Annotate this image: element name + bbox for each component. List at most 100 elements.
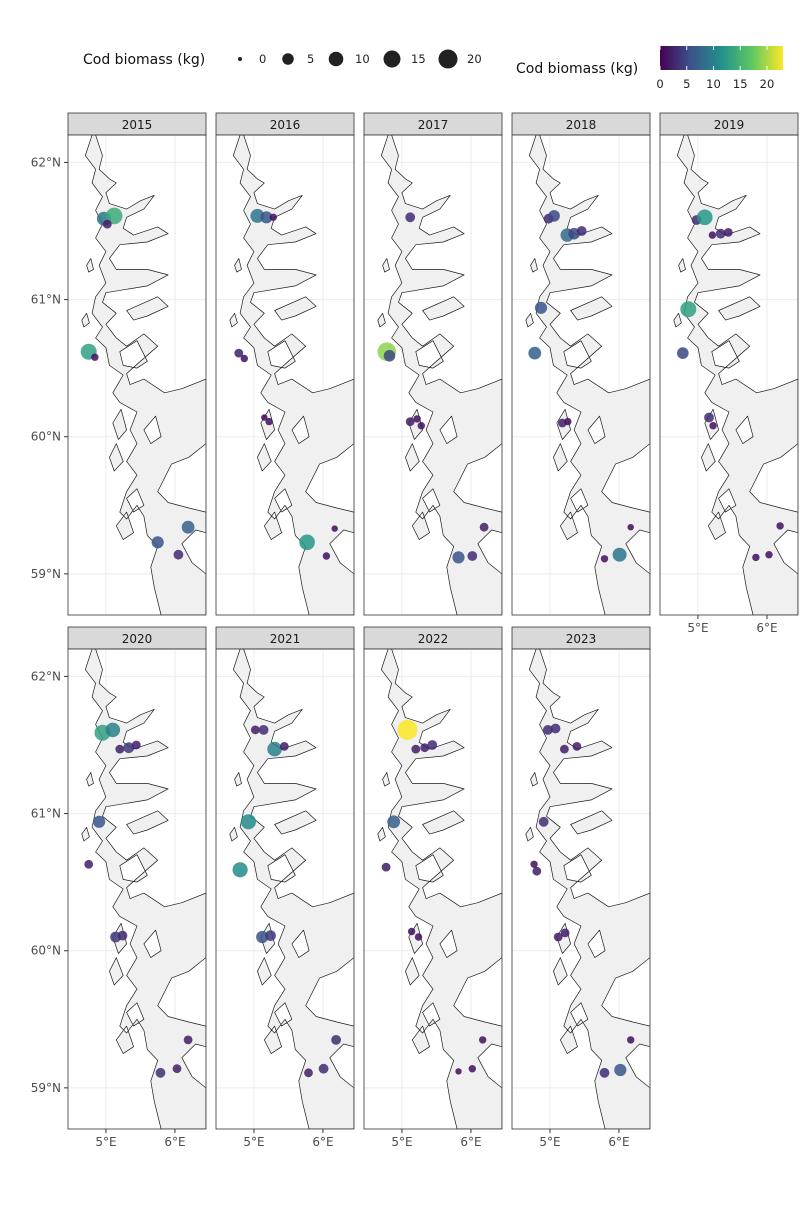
x-tick-label: 5°E [539,1135,560,1149]
biomass-point [467,551,478,561]
panel-plot-area [512,135,650,615]
color-legend-tick-label: 20 [760,77,775,91]
biomass-point [260,211,273,224]
panel-border [363,134,503,616]
x-tick-label: 5°E [687,621,708,635]
biomass-point [115,744,125,754]
biomass-point [600,555,609,563]
biomass-point [417,422,425,430]
biomass-point [420,743,430,753]
biomass-point [181,520,195,534]
y-axis-bottom-row: 62°N 61°N 60°N 59°N [31,669,68,1095]
panel-border [67,648,207,1130]
biomass-point [258,725,269,735]
biomass-point [105,207,123,225]
biomass-point [131,740,141,750]
biomass-point [232,862,248,878]
biomass-point [560,928,570,938]
biomass-point [543,725,553,735]
color-legend-tick-label: 5 [683,77,690,91]
panel-plot-area [216,135,354,615]
facet-panel-2022: 2022 [363,626,503,1130]
biomass-point [322,552,331,560]
coastline [377,135,502,615]
biomass-point [269,213,277,221]
biomass-point [528,346,542,360]
coastline [229,135,354,615]
biomass-point [234,348,244,358]
biomass-point [532,866,542,876]
biomass-point [173,549,184,560]
biomass-point [709,422,717,430]
biomass-point [704,412,714,423]
facet-strip-label: 2019 [714,118,745,132]
biomass-point [265,930,276,941]
biomass-point [397,719,418,740]
y-tick-label: 60°N [31,430,61,444]
biomass-point [697,209,713,226]
facet-strip-label: 2020 [122,632,153,646]
biomass-point [279,742,289,751]
biomass-point [407,927,416,936]
facet-strip-label: 2016 [270,118,301,132]
biomass-point [715,228,726,239]
biomass-point [614,1063,627,1077]
facet-panel-2020: 2020 [67,626,207,1130]
biomass-point [452,551,465,564]
biomass-point [318,1063,329,1074]
biomass-point [627,1036,635,1044]
y-tick-label: 61°N [31,293,61,307]
size-legend: Cod biomass (kg) 0 5 10 15 20 [83,49,482,69]
panel-border [215,134,355,616]
size-legend-key [238,57,242,61]
facet-panels: 2015 2016 2017 2018 2019 2020 2021 2022 2023 [67,112,799,1130]
biomass-point [102,219,112,229]
biomass-point [468,1065,476,1073]
size-legend-key [328,51,344,67]
biomass-point [548,210,560,222]
panel-plot-area [68,649,206,1129]
biomass-point [612,547,627,562]
panel-plot-area [512,649,650,1129]
biomass-point [383,350,396,362]
x-axes: 5°E 6°E 5°E 6°E 5°E 6°E 5°E 6°E 5°E 6°E [95,615,778,1149]
x-tick-label: 5°E [243,1135,264,1149]
biomass-point [776,522,784,530]
biomass-point [564,417,572,426]
biomass-point [752,553,760,562]
facet-panel-2021: 2021 [215,626,355,1130]
facet-panel-2015: 2015 [67,112,207,616]
size-legend-keys: 0 5 10 15 20 [238,49,482,69]
biomass-point [572,742,582,751]
size-legend-label: 20 [467,52,482,66]
panel-border [363,648,503,1130]
x-tick-label: 5°E [95,1135,116,1149]
biomass-point [381,862,391,872]
panel-plot-area [660,135,798,615]
biomass-point [123,742,135,754]
biomass-point [560,744,569,754]
biomass-point [680,301,697,318]
biomass-point [117,930,128,941]
biomass-point [405,417,415,426]
biomass-point [93,815,106,828]
biomass-point [550,723,561,734]
color-legend-tick-label: 10 [706,77,721,91]
panel-border [511,134,651,616]
biomass-point [105,722,121,738]
y-tick-label: 62°N [31,669,61,683]
biomass-point [183,1035,193,1045]
size-legend-label: 10 [355,52,370,66]
y-tick-label: 59°N [31,567,61,581]
biomass-point [530,860,538,868]
panel-border [659,134,799,616]
biomass-point [261,414,268,421]
biomass-point [413,415,421,423]
biomass-point [151,536,164,549]
facet-strip-label: 2021 [270,632,301,646]
biomass-point [405,212,416,223]
panel-plot-area [364,135,502,615]
size-legend-label: 15 [411,52,426,66]
y-axis-top-row: 62°N 61°N 60°N 59°N [31,155,68,581]
